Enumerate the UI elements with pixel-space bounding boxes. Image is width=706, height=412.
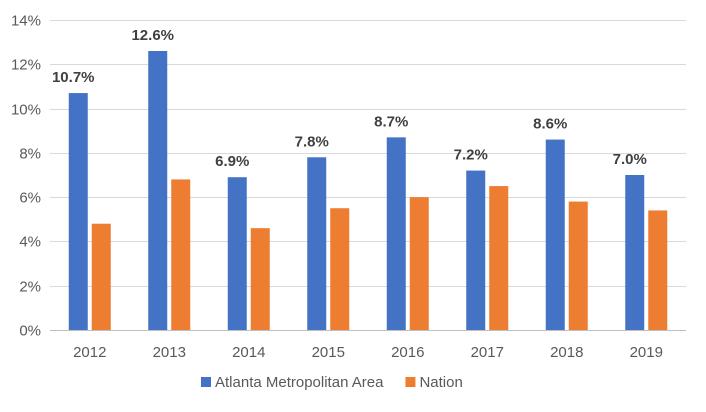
x-tick-label: 2014 [232, 344, 265, 361]
x-tick-label: 2018 [550, 344, 583, 361]
legend-label-nation: Nation [419, 374, 462, 391]
bar-atlanta-2013 [148, 51, 168, 330]
bar-atlanta-2016 [386, 137, 406, 330]
bar-nation-2012 [91, 223, 111, 330]
data-label-2013: 12.6% [131, 27, 174, 44]
bar-nation-2019 [648, 210, 668, 330]
legend: Atlanta Metropolitan Area Nation [201, 374, 463, 391]
bar-nation-2017 [489, 186, 509, 330]
y-tick-label: 10% [11, 102, 41, 119]
bar-atlanta-2018 [545, 139, 565, 330]
y-tick-label: 8% [19, 146, 41, 163]
bar-atlanta-2014 [227, 177, 247, 330]
y-tick-label: 0% [19, 323, 41, 340]
legend-label-atlanta: Atlanta Metropolitan Area [215, 374, 384, 391]
data-label-2014: 6.9% [215, 153, 249, 170]
legend-swatch-atlanta [201, 377, 211, 387]
bar-nation-2016 [409, 197, 429, 330]
y-tick-label: 4% [19, 234, 41, 251]
legend-swatch-nation [405, 377, 416, 387]
x-tick-label: 2013 [153, 344, 186, 361]
x-tick-label: 2015 [312, 344, 345, 361]
bar-atlanta-2012 [68, 93, 88, 330]
y-tick-label: 6% [19, 190, 41, 207]
y-tick-label: 12% [11, 57, 41, 74]
bar-atlanta-2015 [307, 157, 327, 330]
data-label-2018: 8.6% [533, 116, 567, 133]
y-axis-tick-labels: 0% 2% 4% 6% 8% 10% 12% 14% [11, 13, 41, 340]
data-label-2012: 10.7% [52, 69, 95, 86]
grid-lines [50, 20, 686, 331]
bar-nation-2015 [330, 208, 350, 330]
data-labels: 10.7% 12.6% 6.9% 7.8% 8.7% 7.2% 8.6% 7.0% [52, 27, 647, 170]
y-tick-label: 14% [11, 13, 41, 30]
x-tick-label: 2017 [471, 344, 504, 361]
bar-nation-2014 [250, 228, 270, 330]
x-axis-tick-labels: 2012 2013 2014 2015 2016 2017 2018 2019 [73, 344, 663, 361]
data-label-2019: 7.0% [613, 151, 647, 168]
y-tick-label: 2% [19, 279, 41, 296]
x-tick-label: 2019 [630, 344, 663, 361]
data-label-2015: 7.8% [295, 133, 329, 150]
bars [68, 51, 668, 330]
bar-nation-2013 [171, 179, 191, 330]
data-label-2016: 8.7% [374, 113, 408, 130]
bar-nation-2018 [568, 201, 588, 330]
bar-atlanta-2019 [625, 175, 645, 330]
bar-atlanta-2017 [466, 170, 486, 330]
x-tick-label: 2012 [73, 344, 106, 361]
x-tick-label: 2016 [391, 344, 424, 361]
data-label-2017: 7.2% [454, 147, 488, 164]
